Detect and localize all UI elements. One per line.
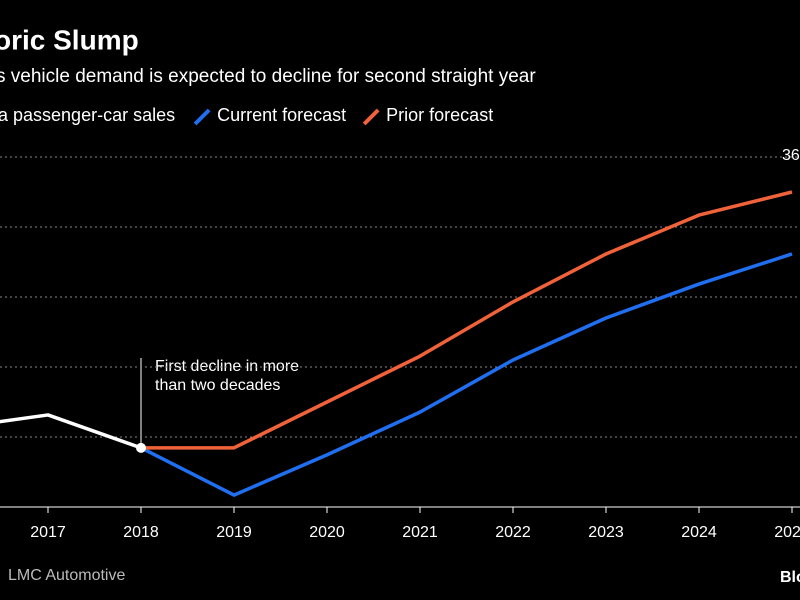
x-tick-label: 2017: [30, 524, 66, 541]
legend-label: Prior forecast: [386, 105, 493, 125]
series-line: [0, 413, 142, 450]
x-tick-label: 2018: [123, 524, 159, 541]
end-marker: [136, 442, 146, 453]
annotation: First decline in more: [155, 358, 299, 375]
legend-swatch: [193, 108, 211, 126]
source: LMC Automotive: [8, 567, 125, 584]
legend-label: Current forecast: [217, 105, 346, 125]
x-tick-label: 2024: [681, 524, 717, 541]
x-tick-label: 2021: [402, 524, 438, 541]
series-line: [141, 190, 793, 450]
x-tick-label: 2025: [774, 524, 800, 541]
brand: Bloomberg: [780, 569, 800, 586]
y-tick-label: 36: [782, 147, 800, 164]
chart-subtitle: s vehicle demand is expected to decline …: [0, 66, 536, 87]
legend-label: a passenger-car sales: [0, 105, 175, 125]
chart-title: oric Slump: [0, 24, 139, 55]
x-tick-label: 2022: [495, 524, 531, 541]
annotation: than two decades: [155, 377, 280, 394]
x-tick-label: 2023: [588, 524, 624, 541]
series-line: [140, 252, 793, 497]
x-tick-label: 2019: [216, 524, 252, 541]
legend-swatch: [362, 108, 380, 126]
x-tick-label: 2020: [309, 524, 345, 541]
